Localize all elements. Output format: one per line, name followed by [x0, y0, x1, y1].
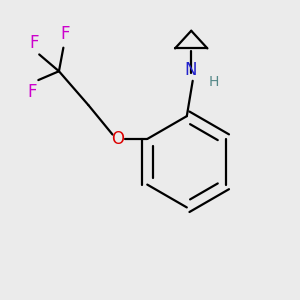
Text: F: F: [60, 25, 70, 43]
Text: H: H: [209, 75, 219, 89]
Text: N: N: [184, 61, 196, 79]
Text: O: O: [111, 130, 124, 148]
Text: F: F: [29, 34, 39, 52]
Text: F: F: [28, 83, 37, 101]
